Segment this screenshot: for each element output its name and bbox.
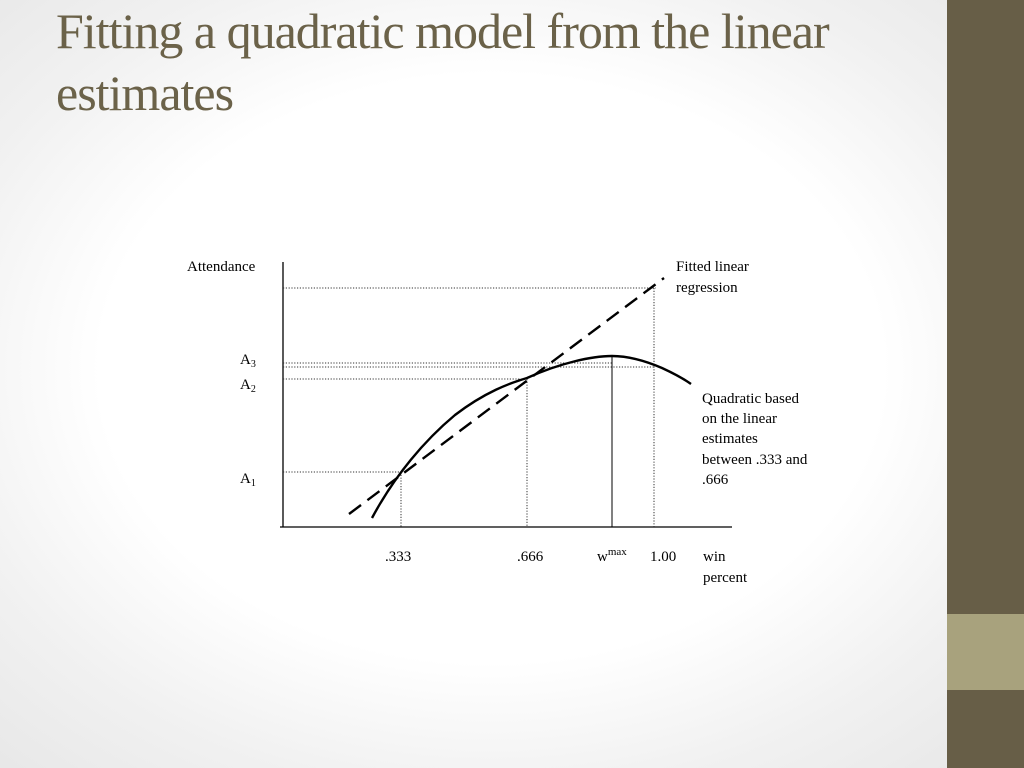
y-mark-a1: A1 [240, 471, 256, 489]
x-tick-wmax: wmax [597, 546, 627, 565]
x-tick-100: 1.00 [650, 549, 676, 565]
quadratic-annotation-line5: .666 [702, 472, 729, 488]
y-mark-a3: A3 [240, 352, 256, 370]
quadratic-model-diagram: Attendance A3 A2 A1 .333 .666 wmax 1.00 … [187, 259, 808, 586]
x-tick-666: .666 [517, 549, 544, 565]
linear-annotation-line2: regression [676, 280, 738, 296]
x-tick-333: .333 [385, 549, 411, 565]
fitted-linear-regression-line [348, 277, 665, 515]
x-axis-label-line1: win [703, 549, 726, 565]
y-axis-label: Attendance [187, 259, 256, 275]
sidebar-accent-block [947, 614, 1024, 690]
x-axis-label-line2: percent [703, 570, 748, 586]
slide-title: Fitting a quadratic model from the linea… [56, 3, 830, 121]
quadratic-annotation-line1: Quadratic based [702, 391, 800, 407]
y-mark-a2: A2 [240, 377, 256, 395]
quadratic-annotation-line3: estimates [702, 431, 758, 447]
quadratic-annotation-line2: on the linear [702, 411, 777, 427]
quadratic-annotation-line4: between .333 and [702, 452, 808, 468]
quadratic-curve [370, 354, 692, 519]
linear-annotation-line1: Fitted linear [676, 259, 749, 275]
